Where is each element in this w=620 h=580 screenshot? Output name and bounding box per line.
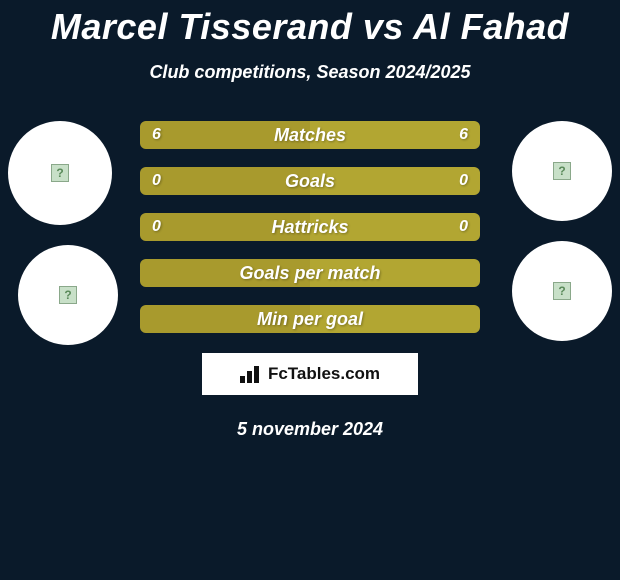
- missing-image-icon: [553, 162, 571, 180]
- stats-bars: 6 Matches 6 0 Goals 0 0 Hattricks 0 Goals per mat…: [140, 121, 480, 333]
- player-avatar-right-2: [512, 241, 612, 341]
- page-title: Marcel Tisserand vs Al Fahad: [0, 0, 620, 48]
- content-area: 6 Matches 6 0 Goals 0 0 Hattricks 0 Goals per mat…: [0, 121, 620, 440]
- page-subtitle: Club competitions, Season 2024/2025: [0, 62, 620, 83]
- missing-image-icon: [59, 286, 77, 304]
- player-avatar-left-2: [18, 245, 118, 345]
- player-avatar-right-1: [512, 121, 612, 221]
- players-right-column: [512, 121, 612, 341]
- stat-label: Hattricks: [271, 217, 348, 238]
- stat-bar-hattricks: 0 Hattricks 0: [140, 213, 480, 241]
- players-left-column: [8, 121, 118, 345]
- stat-value-right: 6: [459, 126, 468, 144]
- player-avatar-left-1: [8, 121, 112, 225]
- missing-image-icon: [553, 282, 571, 300]
- logo-text: FcTables.com: [268, 364, 380, 384]
- stat-value-right: 0: [459, 218, 468, 236]
- stat-bar-goals: 0 Goals 0: [140, 167, 480, 195]
- stat-bar-matches: 6 Matches 6: [140, 121, 480, 149]
- stat-bar-goals-per-match: Goals per match: [140, 259, 480, 287]
- stat-label: Min per goal: [257, 309, 363, 330]
- stat-label: Goals: [285, 171, 335, 192]
- date-label: 5 november 2024: [0, 419, 620, 440]
- stat-bar-min-per-goal: Min per goal: [140, 305, 480, 333]
- missing-image-icon: [51, 164, 69, 182]
- stat-value-left: 0: [152, 218, 161, 236]
- fctables-logo: FcTables.com: [202, 353, 418, 395]
- stat-value-left: 6: [152, 126, 161, 144]
- stat-label: Goals per match: [239, 263, 380, 284]
- stat-label: Matches: [274, 125, 346, 146]
- stat-value-left: 0: [152, 172, 161, 190]
- chart-icon: [240, 365, 262, 383]
- stat-value-right: 0: [459, 172, 468, 190]
